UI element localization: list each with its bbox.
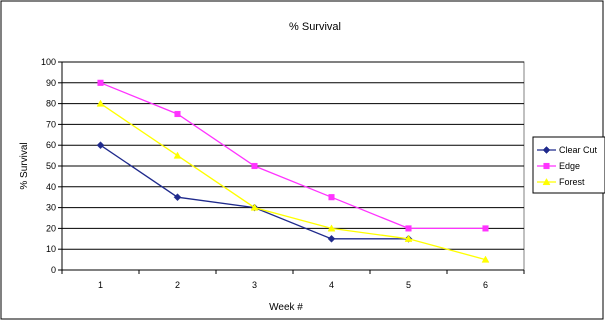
data-point xyxy=(174,110,181,118)
legend-swatch-marker xyxy=(543,162,550,170)
series-line xyxy=(100,82,486,230)
x-tick-label: 3 xyxy=(252,280,257,290)
y-tick-label: 0 xyxy=(51,265,56,275)
y-tick-label: 20 xyxy=(46,223,56,233)
legend-swatch-marker xyxy=(542,177,551,186)
y-tick-label: 90 xyxy=(46,78,56,88)
data-point xyxy=(97,79,104,86)
series-forest xyxy=(96,99,490,263)
data-point xyxy=(96,99,105,107)
legend-swatch-marker xyxy=(542,146,551,154)
data-point xyxy=(404,234,413,242)
y-tick-label: 10 xyxy=(46,244,56,254)
series-line xyxy=(100,103,486,261)
data-point xyxy=(250,203,259,211)
x-tick-label: 2 xyxy=(175,280,180,290)
data-point xyxy=(251,162,258,170)
legend-entry: Clear Cut xyxy=(537,145,598,155)
legend-label: Clear Cut xyxy=(559,145,598,155)
y-tick-label: 70 xyxy=(46,119,56,129)
x-axis-label: Week # xyxy=(269,302,303,313)
data-point xyxy=(482,225,489,232)
legend-label: Forest xyxy=(559,177,585,187)
legend-entry: Forest xyxy=(537,177,585,187)
y-tick-label: 50 xyxy=(46,161,56,171)
axes: 0 10 20 30 40 50 60 70 80 90 100 1 2 3 4 5 6 xyxy=(41,57,525,290)
x-tick-label: 6 xyxy=(483,280,488,290)
data-point xyxy=(481,255,490,263)
y-tick-label: 100 xyxy=(41,57,56,67)
data-point xyxy=(327,234,336,243)
y-tick-label: 40 xyxy=(46,182,56,192)
data-point xyxy=(96,141,105,150)
legend-entry: Edge xyxy=(537,161,580,171)
grid-lines xyxy=(62,61,524,250)
y-tick-label: 30 xyxy=(46,203,56,213)
data-point xyxy=(405,225,412,232)
y-tick-label: 60 xyxy=(46,140,56,150)
data-point xyxy=(173,151,182,159)
data-point xyxy=(328,194,335,201)
y-axis-label: % Survival xyxy=(19,142,30,189)
x-tick-label: 1 xyxy=(98,280,103,290)
data-point xyxy=(173,193,182,202)
x-tick-label: 5 xyxy=(406,280,411,290)
series-edge xyxy=(97,79,489,232)
x-tick-label: 4 xyxy=(329,280,334,290)
legend-label: Edge xyxy=(559,161,580,171)
legend: Clear Cut Edge Forest xyxy=(532,136,605,194)
series-lines xyxy=(96,79,490,263)
y-tick-label: 80 xyxy=(46,99,56,109)
data-point xyxy=(327,224,336,232)
chart-title: % Survival xyxy=(289,21,341,33)
